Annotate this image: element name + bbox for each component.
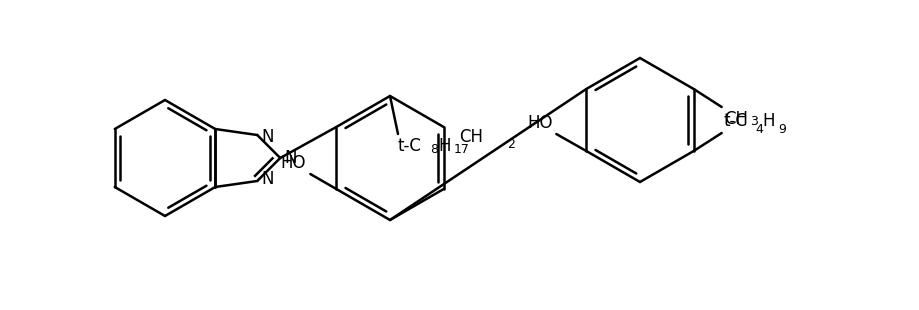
Text: N: N (261, 128, 274, 146)
Text: CH: CH (459, 129, 482, 147)
Text: CH: CH (723, 110, 747, 128)
Text: HO: HO (280, 154, 306, 172)
Text: HO: HO (528, 114, 552, 132)
Text: 4: 4 (754, 123, 763, 136)
Text: N: N (261, 170, 274, 188)
Text: N: N (284, 149, 297, 167)
Text: 9: 9 (777, 123, 786, 136)
Text: t-C: t-C (398, 137, 422, 155)
Text: 8: 8 (429, 143, 437, 156)
Text: H: H (762, 112, 775, 130)
Text: 17: 17 (453, 143, 470, 156)
Text: 3: 3 (749, 115, 756, 128)
Text: H: H (437, 137, 450, 155)
Text: 2: 2 (506, 139, 515, 152)
Text: t-C: t-C (723, 112, 747, 130)
